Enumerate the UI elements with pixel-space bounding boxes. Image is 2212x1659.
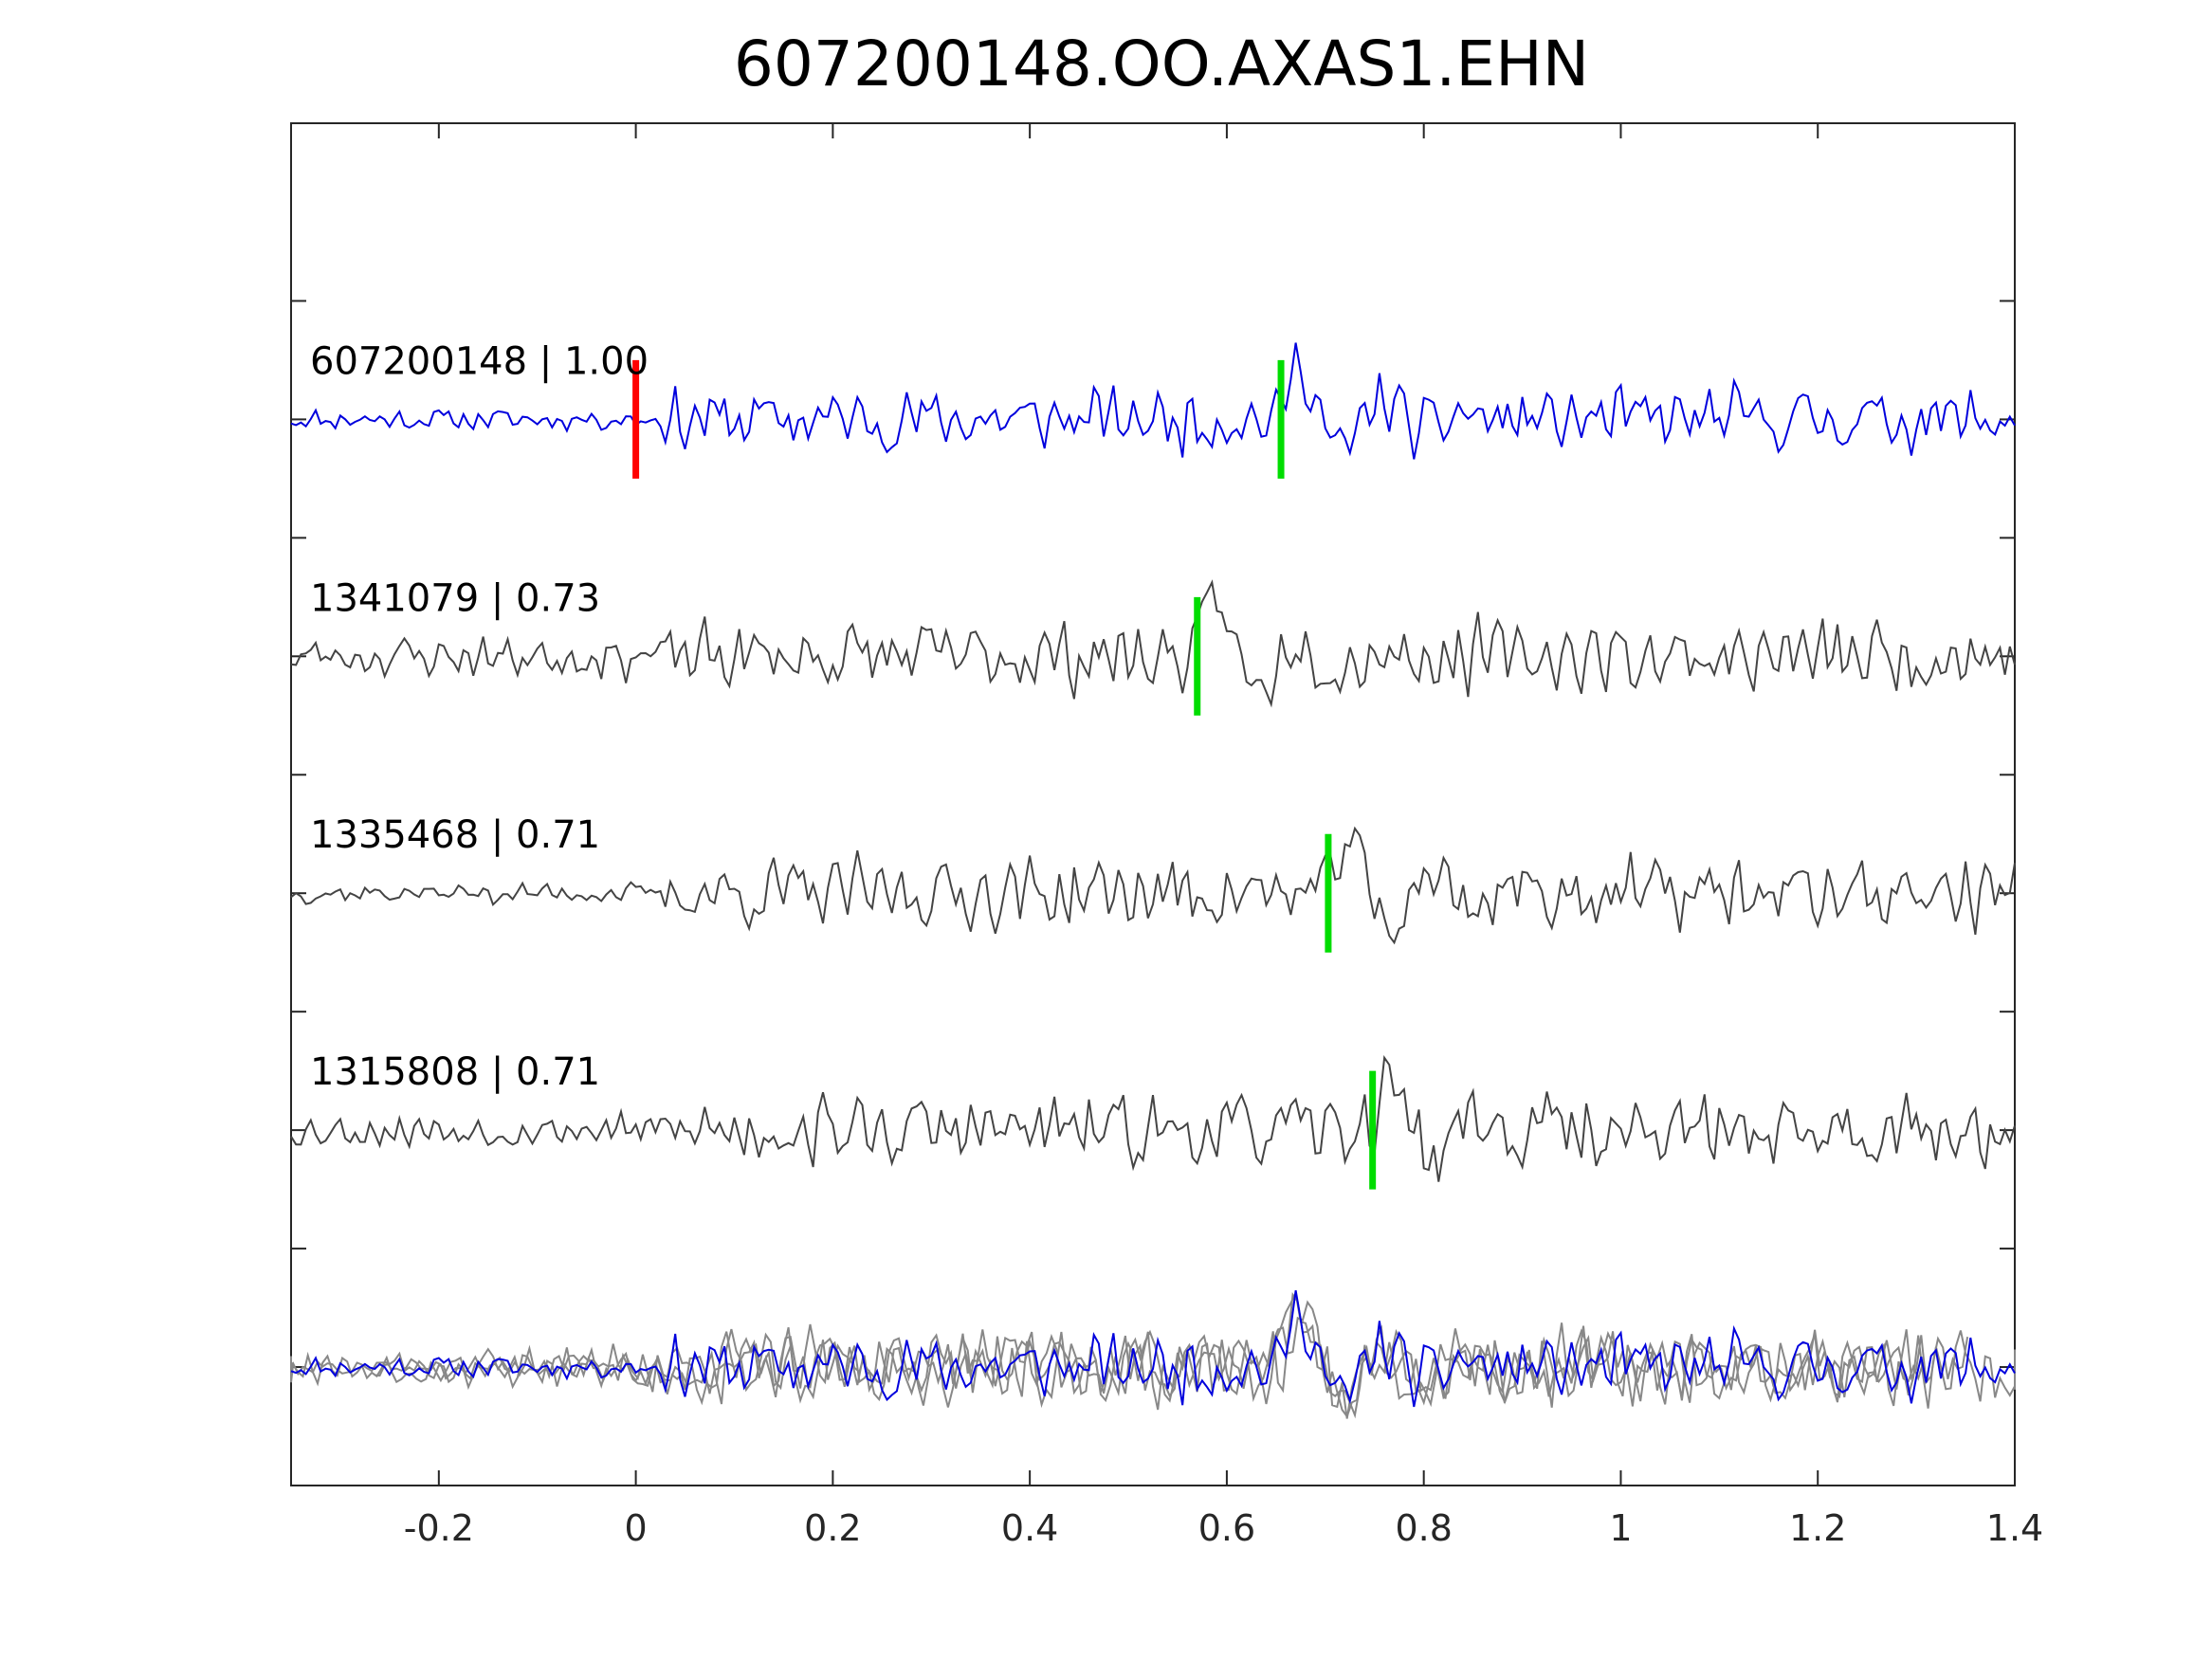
trace-label: 1341079 | 0.73 <box>310 576 600 620</box>
trace-1315808 <box>290 1055 2016 1182</box>
x-tick-label: 0.8 <box>1395 1507 1452 1549</box>
waveform-traces <box>290 342 2016 1182</box>
trace-label: 1335468 | 0.71 <box>310 813 600 857</box>
x-tick-label: 0.2 <box>804 1507 861 1549</box>
x-tick-label: 1.2 <box>1789 1507 1846 1549</box>
trace-label: 607200148 | 1.00 <box>310 339 649 383</box>
x-axis-ticks <box>437 123 2016 1486</box>
overlay-trace-607200148 <box>290 1290 2016 1408</box>
chart-title: 607200148.OO.AXAS1.EHN <box>734 27 1589 100</box>
overlay-stack <box>290 1289 2016 1419</box>
trace-607200148 <box>290 342 2016 460</box>
x-tick-label: 1 <box>1609 1507 1632 1549</box>
x-tick-label: 1.4 <box>1986 1507 2043 1549</box>
x-tick-label: -0.2 <box>404 1507 474 1549</box>
plot-frame <box>290 122 2016 1486</box>
arrival-picks <box>632 359 1377 1190</box>
y-axis-ticks <box>291 300 2015 1369</box>
trace-1335468 <box>290 826 2016 945</box>
trace-labels: 607200148 | 1.00 1341079 | 0.73 1335468 | … <box>310 339 649 1094</box>
x-axis-tick-labels: -0.2 0 0.2 0.4 0.6 0.8 1 1.2 1.4 <box>404 1507 2043 1549</box>
trace-1341079 <box>290 579 2016 708</box>
x-tick-label: 0.4 <box>1001 1507 1058 1549</box>
trace-label: 1315808 | 0.71 <box>310 1050 600 1094</box>
x-tick-label: 0.6 <box>1198 1507 1255 1549</box>
x-tick-label: 0 <box>625 1507 648 1549</box>
